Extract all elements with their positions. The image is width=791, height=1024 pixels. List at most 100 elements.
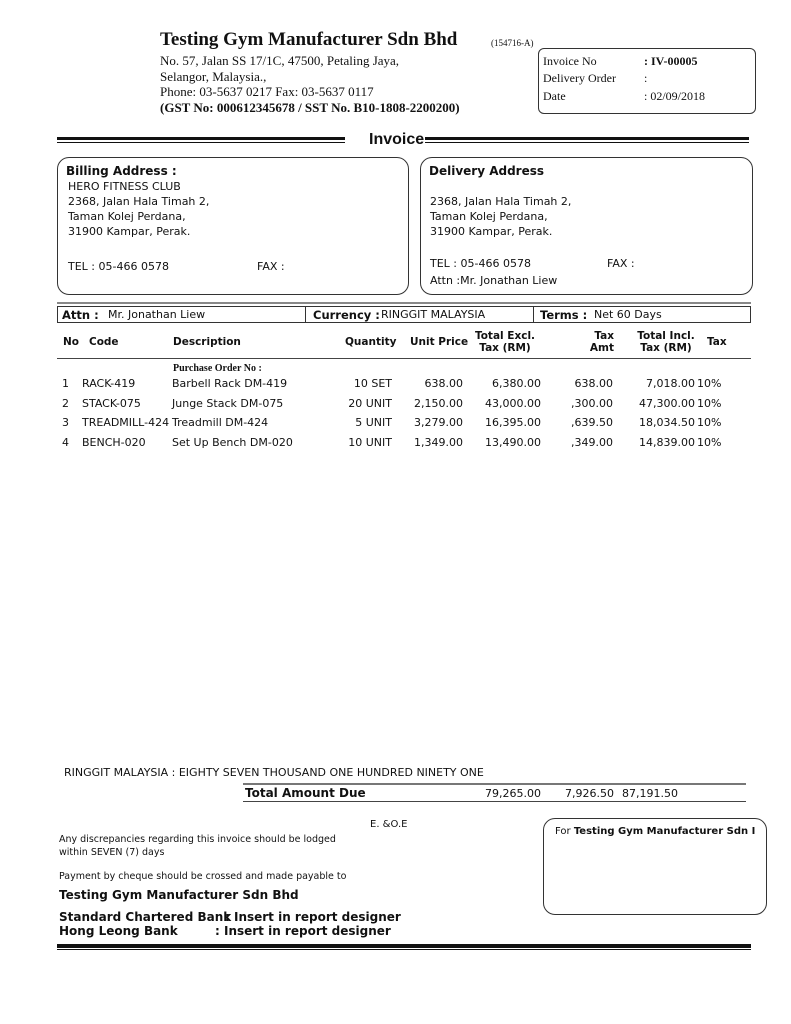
cell-no: 4 [62, 436, 69, 450]
cell-qty: 5 UNIT [355, 416, 392, 430]
cell-tax: 10% [697, 377, 722, 390]
document-title: Invoice [369, 131, 425, 148]
company-address-2: Selangor, Malaysia., [160, 69, 267, 84]
col-quantity: Quantity [345, 336, 397, 348]
billing-heading: Billing Address : [66, 164, 177, 178]
billing-line-3: 31900 Kampar, Perak. [68, 225, 191, 238]
cell-tax: 10% [697, 436, 722, 450]
cell-code: TREADMILL-424 [82, 416, 170, 430]
currency-label: Currency : [313, 308, 380, 322]
cell-excl: 16,395.00 [485, 416, 541, 430]
cell-excl: 6,380.00 [492, 377, 541, 390]
cell-unit: 638.00 [424, 377, 464, 390]
bottom-rule [57, 944, 751, 950]
cell-desc: Barbell Rack DM-419 [172, 377, 288, 390]
company-reg-no: (154716-A) [491, 38, 534, 48]
col-code: Code [89, 336, 119, 348]
cell-code: BENCH-020 [82, 436, 146, 450]
header-rule [57, 358, 751, 359]
cell-desc: Set Up Bench DM-020 [172, 436, 293, 450]
col-no: No [63, 336, 80, 348]
billing-name: HERO FITNESS CLUB [68, 180, 181, 193]
cell-unit: 2,150.00 [414, 396, 463, 410]
discrepancy-line-2: within SEVEN (7) days [59, 847, 165, 858]
totals-rule-top [243, 783, 746, 785]
meta-rule [57, 302, 751, 304]
title-rule-right [425, 137, 749, 143]
cell-taxamt: ,639.50 [571, 416, 613, 430]
payment-note: Payment by cheque should be crossed and … [59, 871, 347, 882]
bank-1-name: Standard Chartered Bank [59, 910, 232, 924]
col-unit-price: Unit Price [410, 336, 469, 348]
billing-line-2: Taman Kolej Perdana, [68, 210, 186, 223]
cell-tax: 10% [697, 416, 722, 430]
billing-tel: TEL : 05-466 0578 [68, 260, 169, 273]
company-phone: Phone: 03-5637 0217 Fax: 03-5637 0117 [160, 84, 374, 99]
delivery-line-3: 31900 Kampar, Perak. [430, 225, 553, 238]
cell-desc: Treadmill DM-424 [172, 416, 269, 430]
signature-label: For Testing Gym Manufacturer Sdn I [555, 826, 756, 837]
delivery-line-1: 2368, Jalan Hala Timah 2, [430, 195, 572, 208]
col-tax: Tax [707, 336, 727, 348]
delivery-line-2: Taman Kolej Perdana, [430, 210, 548, 223]
col-total-incl: Total Incl. Tax (RM) [637, 330, 695, 354]
invoice-no-label: Invoice No [543, 54, 597, 68]
bank-2-name: Hong Leong Bank [59, 924, 178, 938]
cell-taxamt: ,300.00 [571, 396, 613, 410]
cell-taxamt: 638.00 [574, 377, 614, 390]
eoe: E. &O.E [370, 819, 408, 830]
cell-incl: 7,018.00 [646, 377, 695, 390]
attn-value: Mr. Jonathan Liew [108, 308, 206, 321]
bank-1-value: : Insert in report designer [225, 910, 401, 924]
meta-row: Attn : Mr. Jonathan Liew Currency : RING… [57, 306, 751, 323]
signature-box: For Testing Gym Manufacturer Sdn I [543, 818, 767, 915]
cell-no: 1 [62, 377, 69, 390]
cell-qty: 20 UNIT [348, 396, 392, 410]
col-description: Description [173, 336, 241, 348]
billing-address-box: Billing Address : HERO FITNESS CLUB 2368… [57, 157, 409, 295]
attn-label: Attn : [62, 308, 99, 322]
amount-in-words: RINGGIT MALAYSIA : EIGHTY SEVEN THOUSAND… [64, 766, 484, 779]
total-amount-due-label: Total Amount Due [245, 786, 366, 800]
cell-taxamt: ,349.00 [571, 436, 613, 450]
cell-excl: 43,000.00 [485, 396, 541, 410]
delivery-tel: TEL : 05-466 0578 [430, 257, 531, 270]
cell-no: 2 [62, 396, 69, 410]
invoice-info-box: Invoice No : IV-00005 Delivery Order : D… [538, 48, 756, 114]
company-address-1: No. 57, Jalan SS 17/1C, 47500, Petaling … [160, 53, 400, 68]
total-tax: 7,926.50 [565, 787, 614, 800]
bank-2-value: : Insert in report designer [215, 924, 391, 938]
cell-qty: 10 UNIT [348, 436, 392, 450]
delivery-attn: Attn :Mr. Jonathan Liew [430, 274, 558, 287]
billing-line-1: 2368, Jalan Hala Timah 2, [68, 195, 210, 208]
delivery-heading: Delivery Address [429, 164, 545, 178]
delivery-fax: FAX : [607, 257, 635, 270]
invoice-no: : IV-00005 [644, 54, 698, 68]
cell-qty: 10 SET [353, 377, 392, 390]
col-total-excl: Total Excl. Tax (RM) [474, 330, 536, 354]
delivery-address-box: Delivery Address 2368, Jalan Hala Timah … [420, 157, 753, 295]
cell-code: RACK-419 [82, 377, 136, 390]
total-excl: 79,265.00 [485, 787, 541, 800]
date-label: Date [543, 89, 566, 103]
cell-desc: Junge Stack DM-075 [172, 396, 284, 410]
payee: Testing Gym Manufacturer Sdn Bhd [59, 888, 299, 902]
purchase-order-label: Purchase Order No : [173, 363, 262, 374]
cell-code: STACK-075 [82, 396, 141, 410]
terms-value: Net 60 Days [594, 308, 662, 321]
cell-incl: 47,300.00 [639, 396, 695, 410]
invoice-date: : 02/09/2018 [644, 89, 706, 103]
cell-incl: 18,034.50 [639, 416, 695, 430]
cell-unit: 3,279.00 [414, 416, 463, 430]
col-tax-amt: Tax Amt [589, 330, 614, 354]
discrepancy-line-1: Any discrepancies regarding this invoice… [59, 834, 336, 845]
title-rule-left [57, 137, 345, 143]
company-name: Testing Gym Manufacturer Sdn Bhd [160, 29, 458, 50]
terms-label: Terms : [540, 308, 588, 322]
cell-unit: 1,349.00 [414, 436, 463, 450]
currency-value: RINGGIT MALAYSIA [381, 308, 486, 321]
cell-incl: 14,839.00 [639, 436, 695, 450]
cell-excl: 13,490.00 [485, 436, 541, 450]
delivery-order-label: Delivery Order [543, 71, 616, 85]
cell-tax: 10% [697, 396, 722, 410]
